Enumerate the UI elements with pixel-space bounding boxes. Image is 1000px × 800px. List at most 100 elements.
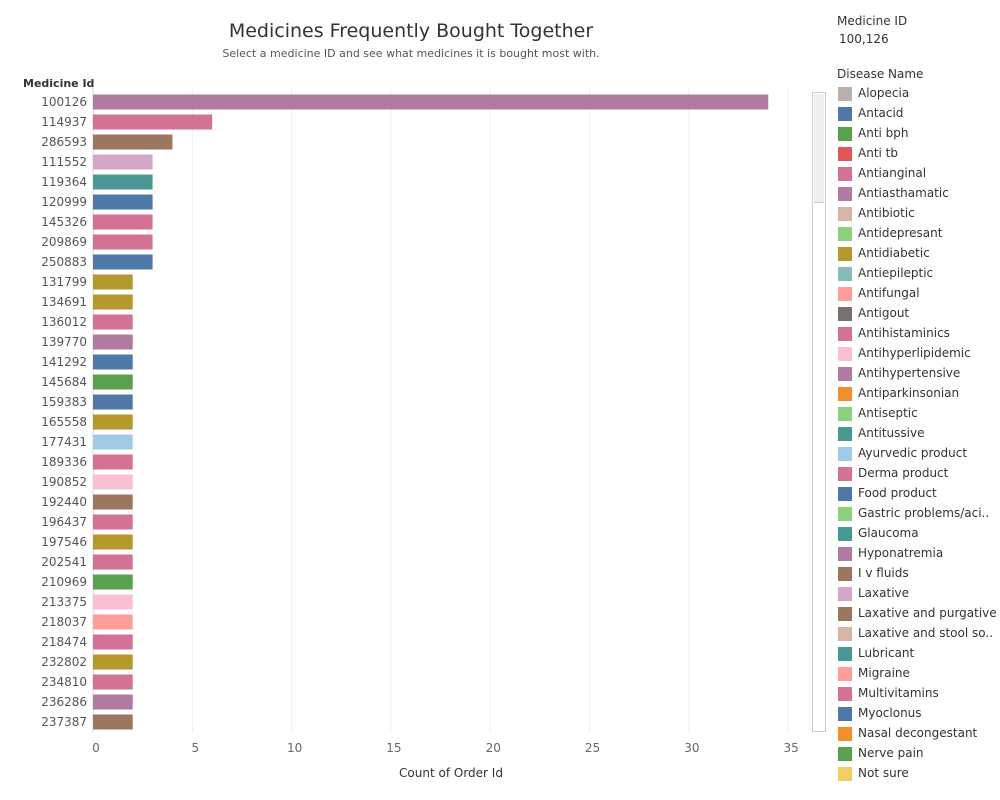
legend-label: Food product	[858, 486, 937, 500]
bar-139770[interactable]	[93, 334, 133, 350]
legend-item[interactable]: Migraine	[838, 665, 1000, 685]
legend-item[interactable]: Antifungal	[838, 285, 1000, 305]
row-label: 189336	[41, 455, 87, 469]
legend-item[interactable]: Antihyperlipidemic	[838, 345, 1000, 365]
bar-209869[interactable]	[93, 234, 153, 250]
filter-title: Medicine ID	[837, 14, 908, 28]
legend-swatch	[838, 607, 852, 621]
bar-114937[interactable]	[93, 114, 213, 130]
legend-item[interactable]: Laxative	[838, 585, 1000, 605]
legend-item[interactable]: Antigout	[838, 305, 1000, 325]
bar-100126[interactable]	[93, 94, 769, 110]
bar-210969[interactable]	[93, 574, 133, 590]
row-label: 134691	[41, 295, 87, 309]
legend-swatch	[838, 767, 852, 781]
bar-234810[interactable]	[93, 674, 133, 690]
legend-item[interactable]: Antiepileptic	[838, 265, 1000, 285]
legend-label: Ayurvedic product	[858, 446, 968, 460]
legend-item[interactable]: Alopecia	[838, 85, 1000, 105]
row-label: 286593	[41, 135, 87, 149]
legend-swatch	[838, 647, 852, 661]
legend-item[interactable]: Food product	[838, 485, 1000, 505]
legend-item[interactable]: Ayurvedic product	[838, 445, 1000, 465]
legend-item[interactable]: Antiparkinsonian	[838, 385, 1000, 405]
bar-141292[interactable]	[93, 354, 133, 370]
legend-item[interactable]: Gastric problems/aci..	[838, 505, 1000, 525]
bar-232802[interactable]	[93, 654, 133, 670]
legend-item[interactable]: Antiasthamatic	[838, 185, 1000, 205]
bar-218037[interactable]	[93, 614, 133, 630]
legend-swatch	[838, 627, 852, 641]
scrollbar-thumb[interactable]	[814, 94, 824, 203]
legend-label: Migraine	[858, 666, 910, 680]
legend-item[interactable]: Antacid	[838, 105, 1000, 125]
legend-item[interactable]: Anti tb	[838, 145, 1000, 165]
legend-item[interactable]: Antibiotic	[838, 205, 1000, 225]
legend-swatch	[838, 87, 852, 101]
bar-192440[interactable]	[93, 494, 133, 510]
legend-item[interactable]: Antidepresant	[838, 225, 1000, 245]
row-label: 145326	[41, 215, 87, 229]
legend-swatch	[838, 427, 852, 441]
legend-swatch	[838, 567, 852, 581]
bar-165558[interactable]	[93, 414, 133, 430]
legend-item[interactable]: Nerve pain	[838, 745, 1000, 765]
legend-item[interactable]: Derma product	[838, 465, 1000, 485]
legend-swatch	[838, 667, 852, 681]
legend-label: Antitussive	[858, 426, 925, 440]
legend-item[interactable]: Nasal decongestant	[838, 725, 1000, 745]
bar-213375[interactable]	[93, 594, 133, 610]
bar-197546[interactable]	[93, 534, 133, 550]
legend-item[interactable]: Laxative and purgative	[838, 605, 1000, 625]
bar-134691[interactable]	[93, 294, 133, 310]
bar-250883[interactable]	[93, 254, 153, 270]
bar-189336[interactable]	[93, 454, 133, 470]
row-label: 213375	[41, 595, 87, 609]
legend-label: Nasal decongestant	[858, 726, 978, 740]
legend-item[interactable]: Antidiabetic	[838, 245, 1000, 265]
legend-item[interactable]: Lubricant	[838, 645, 1000, 665]
bar-145326[interactable]	[93, 214, 153, 230]
row-label: 190852	[41, 475, 87, 489]
legend-swatch	[838, 527, 852, 541]
legend-item[interactable]: Hyponatremia	[838, 545, 1000, 565]
legend-item[interactable]: Antihypertensive	[838, 365, 1000, 385]
legend-item[interactable]: Multivitamins	[838, 685, 1000, 705]
bar-111552[interactable]	[93, 154, 153, 170]
legend-item[interactable]: Anti bph	[838, 125, 1000, 145]
row-label: 177431	[41, 435, 87, 449]
legend-item[interactable]: I v fluids	[838, 565, 1000, 585]
row-label: 196437	[41, 515, 87, 529]
medicine-id-filter-value[interactable]: 100,126	[839, 32, 889, 46]
bar-145684[interactable]	[93, 374, 133, 390]
legend-swatch	[838, 207, 852, 221]
legend-item[interactable]: Not sure	[838, 765, 1000, 785]
legend-item[interactable]: Myoclonus	[838, 705, 1000, 725]
row-label: 232802	[41, 655, 87, 669]
legend-item[interactable]: Antitussive	[838, 425, 1000, 445]
row-label: 141292	[41, 355, 87, 369]
bar-286593[interactable]	[93, 134, 173, 150]
bar-119364[interactable]	[93, 174, 153, 190]
x-tick-label: 30	[684, 741, 699, 755]
legend-item[interactable]: Antianginal	[838, 165, 1000, 185]
legend-item[interactable]: Antihistaminics	[838, 325, 1000, 345]
row-label: 131799	[41, 275, 87, 289]
bar-177431[interactable]	[93, 434, 133, 450]
bar-202541[interactable]	[93, 554, 133, 570]
bar-131799[interactable]	[93, 274, 133, 290]
bar-236286[interactable]	[93, 694, 133, 710]
bar-159383[interactable]	[93, 394, 133, 410]
bar-196437[interactable]	[93, 514, 133, 530]
bar-136012[interactable]	[93, 314, 133, 330]
legend-item[interactable]: Glaucoma	[838, 525, 1000, 545]
legend-item[interactable]: Antiseptic	[838, 405, 1000, 425]
bar-237387[interactable]	[93, 714, 133, 730]
x-tick-label: 15	[386, 741, 401, 755]
chart-scrollbar[interactable]	[812, 92, 826, 732]
bar-190852[interactable]	[93, 474, 133, 490]
bar-120999[interactable]	[93, 194, 153, 210]
bar-218474[interactable]	[93, 634, 133, 650]
legend-item[interactable]: Laxative and stool so..	[838, 625, 1000, 645]
legend-label: Antiparkinsonian	[858, 386, 960, 400]
